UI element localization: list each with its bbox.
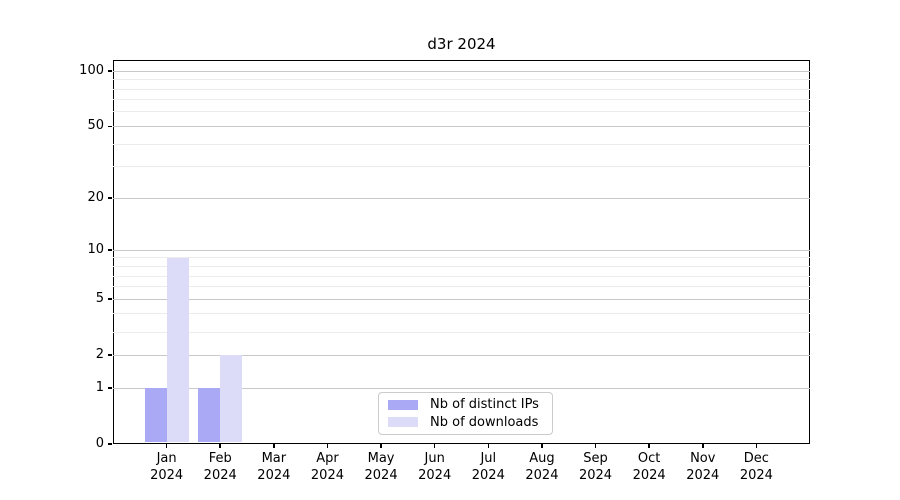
x-axis-tick-label: Aug 2024	[525, 451, 559, 483]
gridline-minor	[113, 79, 810, 81]
x-axis-tick-label: Nov 2024	[686, 451, 720, 483]
legend-swatch-downloads	[388, 417, 418, 428]
y-axis-tick	[108, 443, 112, 445]
x-axis-tick-label: Mar 2024	[257, 451, 291, 483]
x-axis-tick-label: Sep 2024	[578, 451, 613, 483]
gridline-minor	[113, 313, 810, 315]
x-axis-tick	[594, 444, 597, 448]
x-axis-tick-label: Feb 2024	[203, 451, 237, 483]
gridline-major	[113, 298, 810, 300]
gridline-major	[113, 387, 810, 389]
y-axis-tick-label: 100	[79, 63, 104, 79]
y-axis-tick-label: 1	[95, 380, 104, 395]
x-axis-tick-label: Apr 2024	[310, 451, 344, 483]
y-axis-tick-label: 50	[87, 118, 104, 134]
gridline-minor	[113, 286, 810, 288]
y-axis-tick-label: 10	[87, 242, 104, 258]
x-axis-tick-label: May 2024	[364, 451, 398, 483]
bar-downloads	[166, 257, 189, 443]
y-axis-tick-label: 0	[95, 436, 104, 451]
x-axis-tick-label: Jun 2024	[418, 451, 452, 483]
legend-swatch-distinct-ips	[388, 399, 418, 410]
x-axis-tick-label: Oct 2024	[632, 451, 666, 483]
gridline-minor	[113, 99, 810, 101]
x-axis-tick	[380, 444, 382, 448]
x-axis-tick	[755, 444, 758, 448]
gridline-major	[113, 197, 810, 199]
gridline-minor	[113, 111, 810, 113]
gridline-minor	[113, 266, 810, 267]
y-axis-tick-label: 5	[95, 291, 104, 307]
x-axis-tick	[701, 444, 704, 448]
x-axis-tick	[273, 444, 275, 448]
gridline-minor	[113, 275, 810, 277]
bar-downloads	[220, 355, 243, 443]
bar-distinct-ips	[144, 388, 167, 443]
gridline-major	[113, 125, 810, 127]
y-axis-tick-label: 2	[95, 347, 104, 363]
y-axis-tick-label: 20	[87, 190, 104, 206]
gridline-minor	[113, 88, 810, 90]
x-axis-tick	[433, 444, 436, 448]
y-axis-tick	[108, 298, 112, 301]
y-axis-tick	[108, 70, 112, 72]
x-axis-tick-label: Jul 2024	[471, 451, 505, 483]
gridline-major	[113, 70, 810, 72]
y-axis-tick	[108, 125, 112, 128]
x-axis-tick	[541, 444, 543, 448]
gridline-minor	[113, 166, 810, 168]
legend-entry: Nb of downloads	[387, 415, 544, 430]
gridline-major	[113, 249, 810, 251]
chart-title: d3r 2024	[427, 35, 496, 53]
legend: Nb of distinct IPs Nb of downloads	[378, 392, 553, 435]
legend-label: Nb of downloads	[430, 414, 539, 430]
x-axis-tick	[165, 444, 168, 448]
y-axis-tick	[108, 387, 112, 389]
x-axis-tick-label: Jan 2024	[150, 451, 184, 483]
y-axis-tick	[108, 354, 112, 357]
x-axis-tick	[487, 444, 490, 448]
bar-distinct-ips	[198, 388, 221, 443]
y-axis-tick	[108, 249, 112, 252]
x-axis-tick	[326, 444, 329, 448]
gridline-major	[113, 354, 810, 356]
gridline-minor	[113, 257, 810, 259]
legend-entry: Nb of distinct IPs	[387, 397, 544, 412]
plot-area	[113, 60, 810, 444]
y-axis-tick	[108, 197, 112, 199]
x-axis-tick-label: Dec 2024	[739, 451, 773, 483]
legend-label: Nb of distinct IPs	[430, 397, 539, 413]
x-axis-tick	[648, 444, 650, 448]
gridline-minor	[113, 331, 810, 333]
x-axis-tick	[219, 444, 222, 448]
gridline-minor	[113, 143, 810, 145]
